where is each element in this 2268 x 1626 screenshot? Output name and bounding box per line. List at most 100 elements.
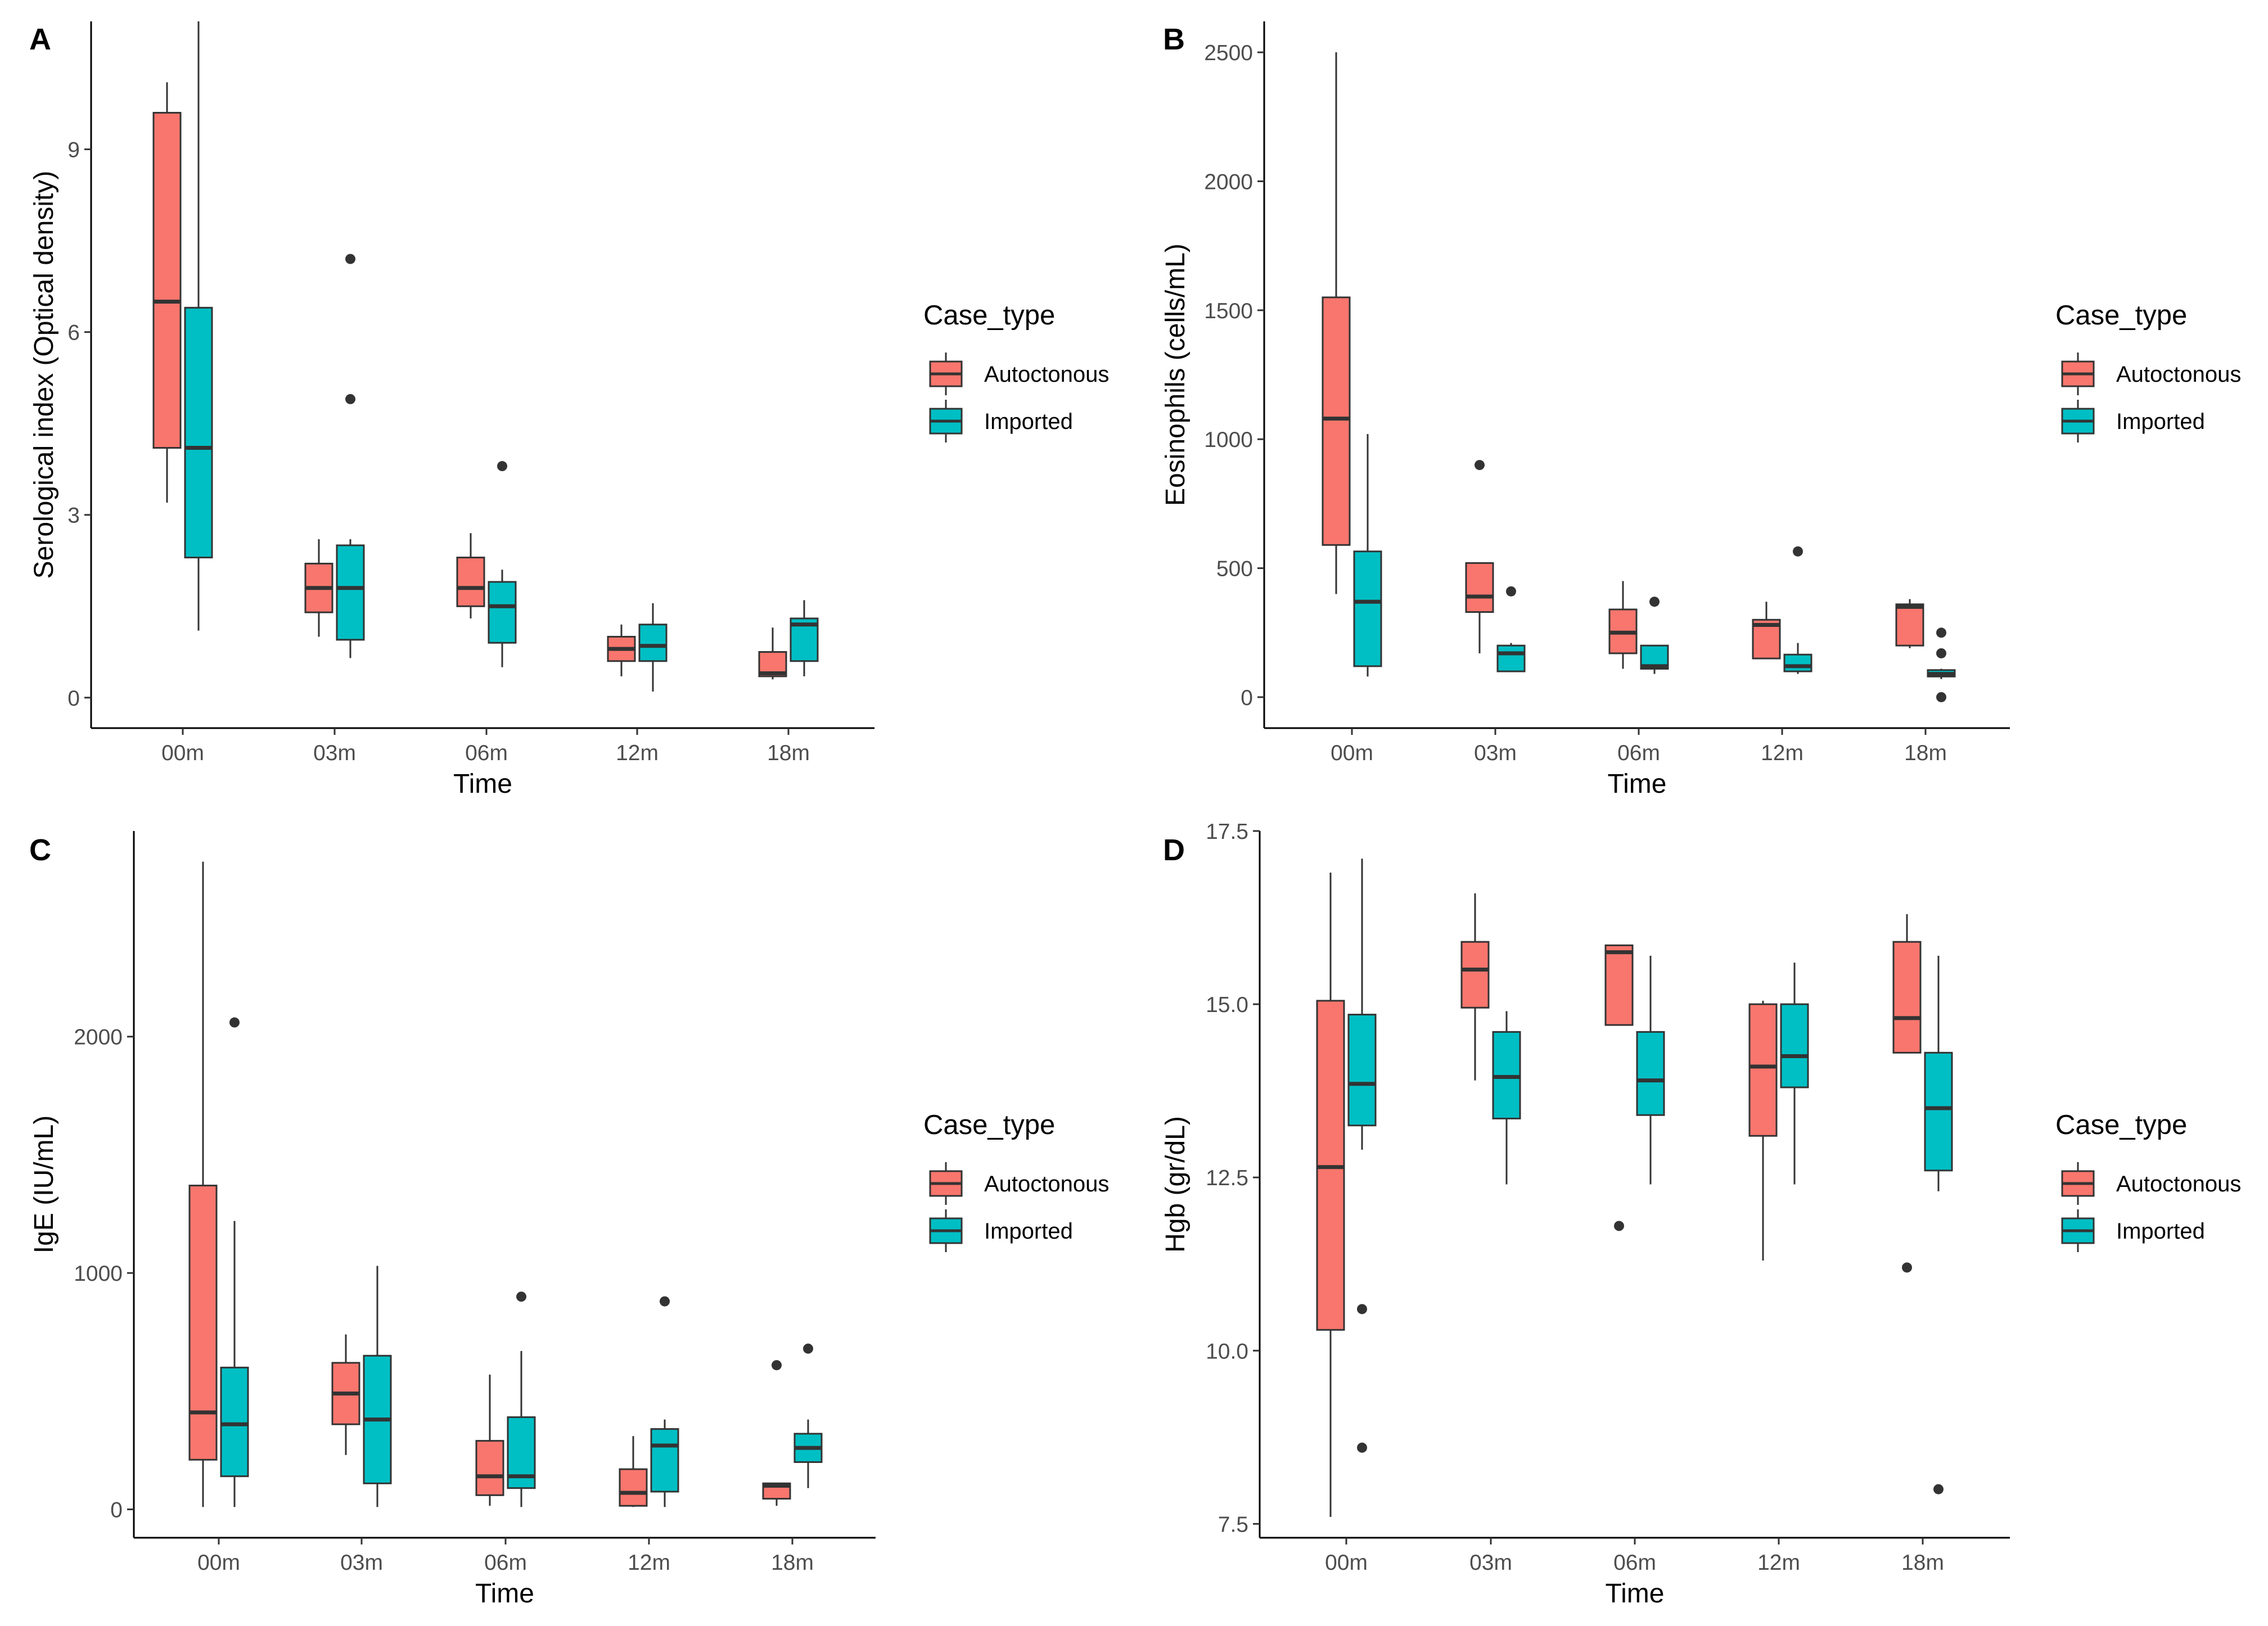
- outlier-point: [803, 1343, 813, 1354]
- x-tick-label: 00m: [161, 741, 204, 765]
- box-imported-18m: [793, 1343, 823, 1488]
- box-iqr: [1895, 603, 1924, 647]
- outlier-point: [1357, 1304, 1367, 1315]
- legend-label-imported: Imported: [984, 409, 1073, 434]
- x-tick-label: 03m: [1469, 1551, 1512, 1575]
- legend-title: Case_type: [923, 1110, 1055, 1140]
- box-imported-03m: [363, 1266, 392, 1507]
- outlier-point: [1649, 597, 1660, 607]
- x-tick-label: 06m: [1613, 1551, 1656, 1575]
- box-imported-06m: [488, 461, 517, 667]
- box-autoctonous-00m: [152, 82, 182, 503]
- outlier-point: [345, 254, 355, 264]
- box-iqr: [1347, 1014, 1377, 1127]
- outlier-point: [1506, 586, 1516, 597]
- x-tick-label: 18m: [1901, 1551, 1944, 1575]
- box-iqr: [488, 581, 517, 644]
- outlier-point: [1936, 692, 1946, 702]
- y-axis-title: IgE (IU/mL): [29, 1115, 59, 1253]
- box-iqr: [1460, 941, 1490, 1009]
- box-autoctonous-06m: [475, 1374, 504, 1506]
- legend-label-imported: Imported: [984, 1219, 1073, 1244]
- box-iqr: [336, 544, 365, 641]
- box-iqr: [188, 1185, 218, 1461]
- box-iqr: [1780, 1003, 1809, 1088]
- box-autoctonous-12m: [1748, 1000, 1778, 1261]
- y-tick-label: 1000: [1204, 428, 1253, 452]
- x-axis-title: Time: [453, 769, 512, 799]
- panel-a: A 0 3 6 9 00m 03m 06m 12m 18m Time Serological inde…: [29, 21, 1109, 799]
- legend-label-autoctonous: Autoctonous: [984, 362, 1109, 387]
- box-iqr: [184, 306, 213, 559]
- y-axis-title: Hgb (gr/dL): [1161, 1116, 1191, 1253]
- box-autoctonous-03m: [1460, 893, 1490, 1081]
- y-tick-label: 17.5: [1206, 820, 1248, 844]
- outlier-point: [1936, 627, 1946, 638]
- legend: Case_type Autoctonous Imported: [2055, 300, 2241, 442]
- outlier-point: [1936, 648, 1946, 658]
- box-iqr: [152, 112, 182, 449]
- box-autoctonous-12m: [619, 1436, 648, 1507]
- outlier-point: [516, 1291, 526, 1302]
- box-autoctonous-03m: [304, 539, 333, 637]
- box-iqr: [1465, 562, 1494, 613]
- box-iqr: [1496, 644, 1526, 672]
- x-axis-title: Time: [1606, 1579, 1665, 1609]
- y-axis-title: Eosinophils (cells/mL): [1161, 243, 1191, 506]
- outlier-point: [772, 1360, 782, 1371]
- panel-c: C 0 1000 2000 00m 03m 06m 12m 18m Time IgE (IU/mL)…: [29, 831, 1109, 1609]
- box-iqr: [1322, 296, 1351, 546]
- legend-label-imported: Imported: [2116, 409, 2205, 434]
- x-tick-label: 00m: [197, 1551, 240, 1575]
- x-axis-title: Time: [1608, 769, 1667, 799]
- panel-label: C: [29, 833, 51, 867]
- box-autoctonous-18m: [1892, 914, 1922, 1273]
- box-imported-12m: [1780, 963, 1809, 1185]
- box-autoctonous-00m: [188, 861, 218, 1507]
- y-tick-label: 0: [1241, 686, 1253, 710]
- x-tick-label: 12m: [628, 1551, 670, 1575]
- legend: Case_type Autoctonous Imported: [923, 300, 1109, 442]
- box-imported-12m: [1783, 546, 1812, 674]
- x-tick-label: 00m: [1325, 1551, 1368, 1575]
- legend: Case_type Autoctonous Imported: [923, 1110, 1109, 1252]
- box-autoctonous-06m: [1604, 944, 1634, 1231]
- x-tick-label: 18m: [767, 741, 810, 765]
- x-tick-label: 12m: [616, 741, 659, 765]
- box-iqr: [638, 624, 668, 662]
- y-tick-label: 500: [1216, 557, 1253, 581]
- box-imported-18m: [1927, 627, 1956, 702]
- x-tick-label: 03m: [313, 741, 356, 765]
- legend-label-imported: Imported: [2116, 1219, 2205, 1244]
- y-tick-label: 2500: [1204, 41, 1253, 65]
- legend-label-autoctonous: Autoctonous: [2116, 1172, 2241, 1196]
- y-tick-label: 12.5: [1206, 1166, 1248, 1190]
- box-imported-06m: [507, 1291, 536, 1507]
- y-tick-label: 3: [67, 504, 80, 528]
- y-axis-title: Serological index (Optical density): [29, 171, 59, 579]
- box-autoctonous-06m: [1608, 581, 1638, 669]
- box-autoctonous-00m: [1316, 872, 1345, 1517]
- box-imported-18m: [790, 600, 819, 676]
- box-iqr: [1924, 1051, 1953, 1172]
- x-axis-title: Time: [475, 1579, 534, 1609]
- x-tick-label: 12m: [1761, 741, 1803, 765]
- x-tick-label: 06m: [484, 1551, 527, 1575]
- outlier-point: [1614, 1221, 1624, 1231]
- panel-label: B: [1163, 22, 1185, 56]
- box-imported-03m: [1492, 1011, 1521, 1185]
- legend-title: Case_type: [923, 300, 1055, 331]
- panel-b: B 0 500 1000 1500 2000 2500 00m 03m 06m 12m 18m Time…: [1161, 21, 2241, 799]
- x-tick-label: 18m: [1904, 741, 1947, 765]
- x-tick-label: 03m: [1474, 741, 1517, 765]
- legend-title: Case_type: [2055, 1110, 2187, 1140]
- box-imported-12m: [650, 1296, 679, 1507]
- outlier-point: [497, 461, 507, 472]
- outlier-point: [660, 1296, 670, 1307]
- box-imported-03m: [336, 254, 365, 658]
- box-iqr: [1604, 944, 1634, 1026]
- box-imported-06m: [1640, 597, 1669, 674]
- y-tick-label: 10.0: [1206, 1339, 1248, 1363]
- outlier-point: [1933, 1484, 1944, 1494]
